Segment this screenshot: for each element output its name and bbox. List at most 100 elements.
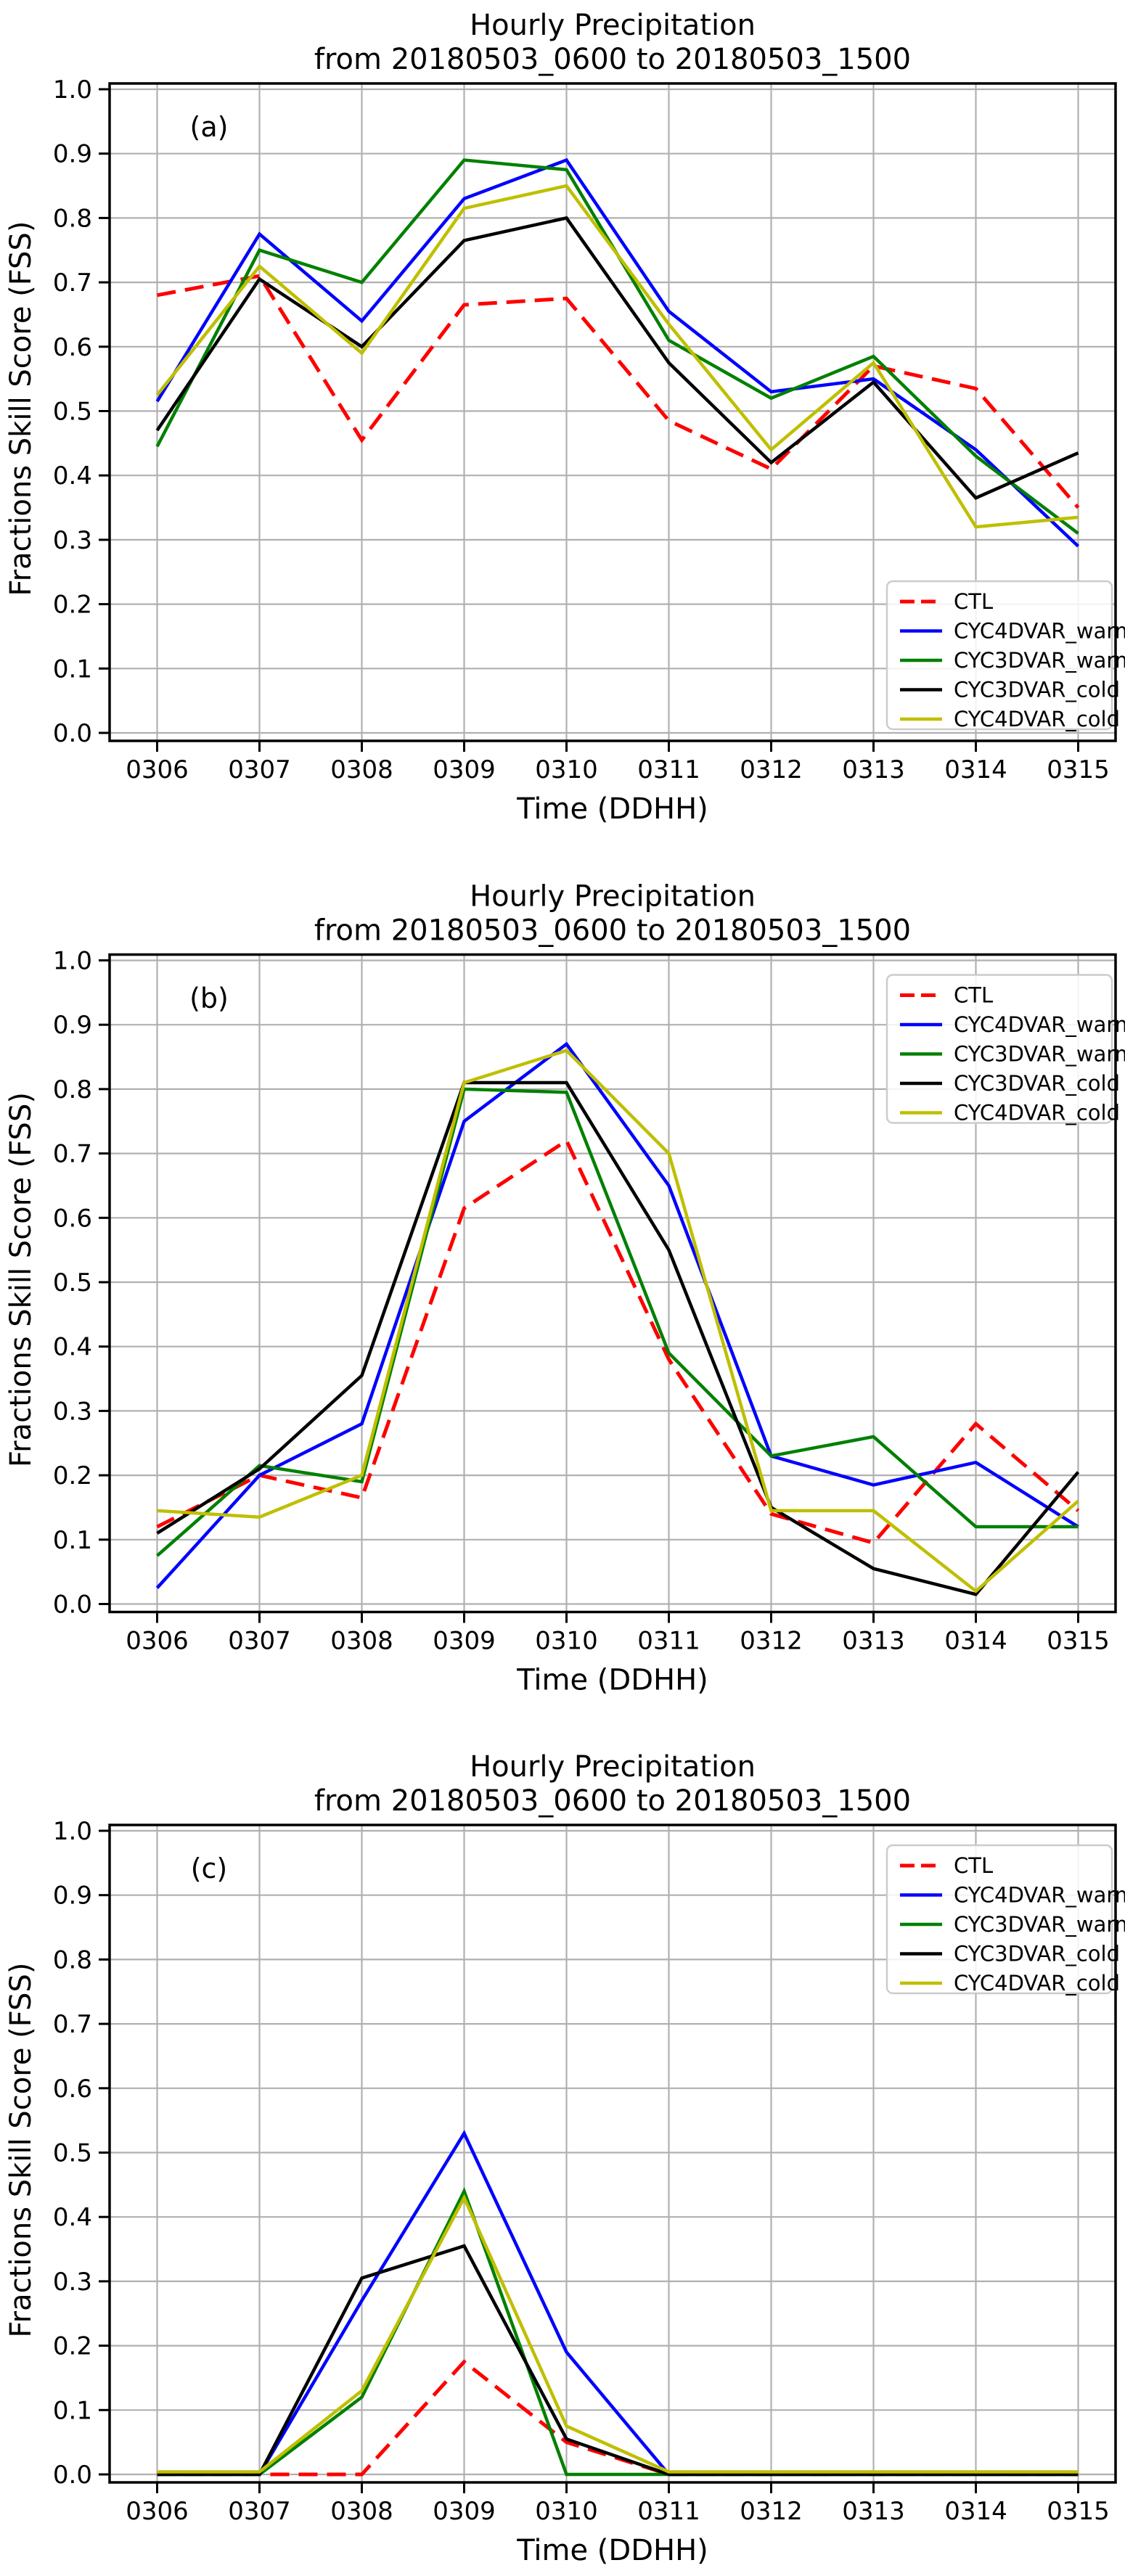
x-tick-label: 0307 [228,755,291,784]
panel-tag: (b) [189,983,229,1014]
legend-label-CTL: CTL [954,1853,993,1878]
y-tick-label: 0.9 [53,140,92,169]
y-tick-label: 0.1 [53,655,92,684]
plot-frame [108,82,1117,742]
series-CYC4DVAR_cold-line [157,1049,1079,1593]
y-axis-label: Fractions Skill Score (FSS) [4,221,38,596]
legend: CTL CYC4DVAR_warm CYC3DVAR_warm CYC3DVAR_co… [885,580,1125,731]
legend-label-CYC3DVAR_warm: CYC3DVAR_warm [954,648,1125,673]
y-tick-label: 0.0 [53,1591,92,1620]
y-axis-label: Fractions Skill Score (FSS) [4,1963,38,2338]
y-tick-label: 0.3 [53,2268,92,2297]
series-CYC4DVAR_cold-line [155,184,1079,529]
legend-label-CYC4DVAR_cold: CYC4DVAR_cold [954,1971,1120,1995]
y-tick-label: 0.3 [53,1397,92,1426]
x-tick-label: 0308 [330,755,393,784]
axis-ticks [99,959,1079,1623]
legend: CTL CYC4DVAR_warm CYC3DVAR_warm CYC3DVAR_co… [885,974,1125,1125]
legend-label-CYC3DVAR_warm: CYC3DVAR_warm [954,1042,1125,1067]
y-tick-label: 0.6 [53,1204,92,1233]
x-tick-label: 0310 [535,755,598,784]
x-tick-label: 0315 [1047,755,1110,784]
legend-label-CYC4DVAR_warm: CYC4DVAR_warm [954,1012,1125,1037]
y-tick-label: 0.0 [53,719,92,748]
y-tick-label: 0.8 [53,1945,92,1974]
y-tick-label: 1.0 [53,75,92,104]
chart-title: Hourly Precipitation [470,1750,756,1784]
series-CYC3DVAR_cold-line [155,216,1079,500]
y-tick-label: 0.6 [53,2075,92,2104]
legend-label-CYC4DVAR_warm: CYC4DVAR_warm [954,619,1125,644]
series-CYC4DVAR_warm-line [155,157,1080,548]
x-tick-label: 0310 [535,2497,598,2526]
y-tick-label: 0.7 [53,1140,92,1169]
x-tick-label: 0311 [637,755,700,784]
y-tick-label: 0.3 [53,526,92,555]
x-tick-label: 0310 [535,1627,598,1656]
x-tick-label: 0314 [944,2497,1007,2526]
y-tick-label: 0.1 [53,2396,92,2425]
series-CTL-line [157,274,1080,509]
legend-label-CYC3DVAR_cold: CYC3DVAR_cold [954,1071,1120,1096]
y-tick-label: 0.0 [53,2461,92,2490]
x-tick-label: 0315 [1047,2497,1110,2526]
y-tick-label: 0.4 [53,462,92,491]
y-axis-label: Fractions Skill Score (FSS) [4,1092,38,1467]
series-CYC4DVAR_cold-line [157,2194,1079,2474]
chart-subtitle: from 20180503_0600 to 20180503_1500 [314,43,911,76]
x-tick-label: 0306 [126,755,189,784]
series-CYC4DVAR_warm-line [157,2130,1079,2477]
x-tick-label: 0308 [330,2497,393,2526]
x-tick-label: 0314 [944,755,1007,784]
plot-frame [108,953,1117,1614]
series-CYC3DVAR_cold-line [157,2244,1079,2477]
x-tick-label: 0309 [433,2497,496,2526]
y-tick-label: 0.5 [53,2139,92,2168]
legend: CTL CYC4DVAR_warm CYC3DVAR_warm CYC3DVAR_co… [885,1844,1125,1995]
x-tick-label: 0311 [637,1627,700,1656]
chart-subtitle: from 20180503_0600 to 20180503_1500 [314,914,911,948]
x-tick-label: 0315 [1047,1627,1110,1656]
y-tick-label: 1.0 [53,947,92,976]
grid [110,954,1116,1612]
x-tick-label: 0306 [126,1627,189,1656]
x-tick-label: 0306 [126,2497,189,2526]
legend-label-CYC4DVAR_cold: CYC4DVAR_cold [954,1101,1120,1125]
x-axis-label: Time (DDHH) [516,1664,708,1697]
x-tick-label: 0311 [637,2497,700,2526]
x-tick-label: 0307 [228,1627,291,1656]
grid [110,1825,1116,2482]
y-tick-label: 0.1 [53,1526,92,1555]
y-tick-label: 0.5 [53,398,92,427]
y-tick-label: 0.8 [53,1075,92,1104]
x-tick-label: 0312 [740,2497,803,2526]
series-CYC3DVAR_warm-line [156,1087,1079,1557]
x-tick-label: 0312 [740,755,803,784]
y-tick-label: 0.4 [53,1333,92,1362]
legend-label-CYC3DVAR_warm: CYC3DVAR_warm [954,1912,1125,1937]
x-tick-label: 0308 [330,1627,393,1656]
y-tick-label: 0.9 [53,1882,92,1911]
x-axis-label: Time (DDHH) [516,792,708,826]
legend-label-CYC3DVAR_cold: CYC3DVAR_cold [954,678,1120,702]
axis-ticks [99,88,1079,752]
x-tick-label: 0313 [842,1627,905,1656]
series-CTL-line [156,1138,1080,1546]
x-tick-label: 0309 [433,1627,496,1656]
y-tick-label: 0.8 [53,204,92,233]
legend-label-CTL: CTL [954,589,993,614]
y-tick-label: 0.7 [53,2010,92,2039]
y-tick-label: 1.0 [53,1817,92,1846]
legend-box [885,974,1113,1124]
legend-label-CTL: CTL [954,983,993,1008]
legend-box [885,580,1113,731]
y-tick-label: 0.6 [53,333,92,362]
x-tick-label: 0307 [228,2497,291,2526]
chart-subtitle: from 20180503_0600 to 20180503_1500 [314,1784,911,1818]
x-tick-label: 0313 [842,755,905,784]
